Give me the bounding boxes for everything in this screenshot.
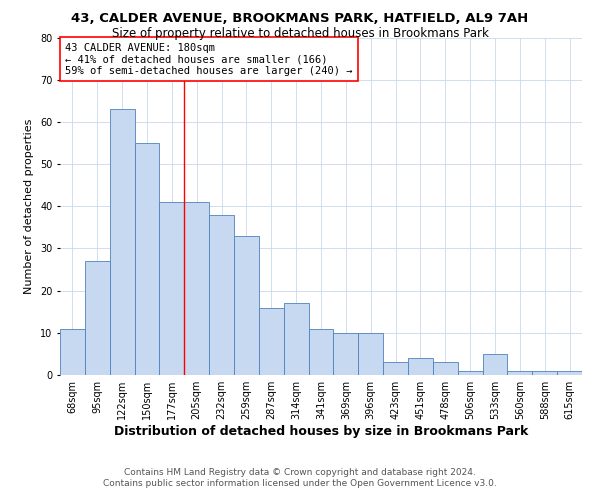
Y-axis label: Number of detached properties: Number of detached properties	[25, 118, 34, 294]
Bar	[458, 371, 482, 375]
Bar	[60, 328, 85, 375]
Bar	[134, 143, 160, 375]
X-axis label: Distribution of detached houses by size in Brookmans Park: Distribution of detached houses by size …	[114, 425, 528, 438]
Bar	[383, 362, 408, 375]
Bar	[110, 109, 134, 375]
Bar	[308, 328, 334, 375]
Bar	[284, 304, 308, 375]
Bar	[482, 354, 508, 375]
Text: Contains HM Land Registry data © Crown copyright and database right 2024.
Contai: Contains HM Land Registry data © Crown c…	[103, 468, 497, 487]
Bar	[160, 202, 184, 375]
Bar	[508, 371, 532, 375]
Text: Size of property relative to detached houses in Brookmans Park: Size of property relative to detached ho…	[112, 28, 488, 40]
Bar	[85, 261, 110, 375]
Bar	[532, 371, 557, 375]
Bar	[334, 333, 358, 375]
Bar	[358, 333, 383, 375]
Bar	[234, 236, 259, 375]
Bar	[184, 202, 209, 375]
Bar	[259, 308, 284, 375]
Bar	[408, 358, 433, 375]
Bar	[209, 214, 234, 375]
Bar	[433, 362, 458, 375]
Text: 43, CALDER AVENUE, BROOKMANS PARK, HATFIELD, AL9 7AH: 43, CALDER AVENUE, BROOKMANS PARK, HATFI…	[71, 12, 529, 26]
Text: 43 CALDER AVENUE: 180sqm
← 41% of detached houses are smaller (166)
59% of semi-: 43 CALDER AVENUE: 180sqm ← 41% of detach…	[65, 42, 353, 76]
Bar	[557, 371, 582, 375]
